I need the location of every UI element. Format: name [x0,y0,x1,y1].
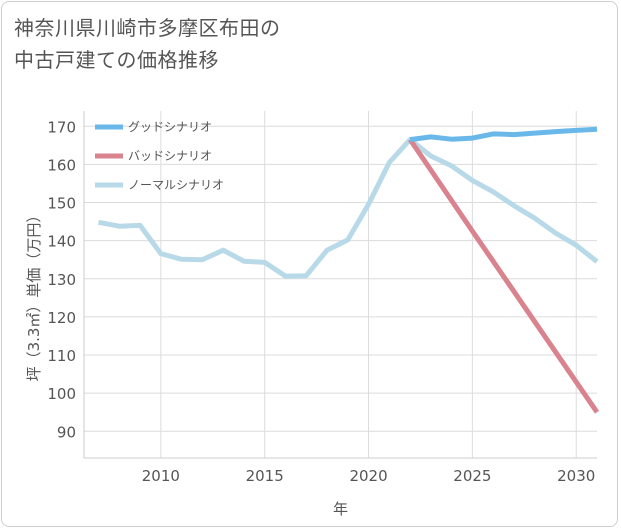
title-line-1: 神奈川県川崎市多摩区布田の [14,16,281,40]
x-tick-label-4: 2030 [557,467,595,485]
bad-scenario-line [408,138,600,414]
y-tick-label-8: 170 [47,118,76,136]
y-tick-label-4: 130 [47,271,76,289]
x-tick-label-3: 2025 [453,467,491,485]
normal-scenario-line [98,137,599,279]
x-tick-label-0: 2010 [142,467,180,485]
title-line-2: 中古戸建ての価格推移 [14,48,219,72]
y-tick-label-3: 120 [47,309,76,327]
y-axis-title: 坪（3.3㎡）単価（万円） [25,208,43,382]
tick-labels: 90 100 110 120 130 140 150 160 170 2010 2015 2020 20… [47,118,595,485]
legend-good-scenario-label: グッドシナリオ [128,120,212,134]
series-lines [98,126,600,414]
grid-lines [83,111,597,459]
y-tick-label-7: 160 [47,156,76,174]
x-tick-label-2: 2020 [349,467,387,485]
y-tick-label-1: 100 [47,385,76,403]
y-tick-label-5: 140 [47,233,76,251]
y-tick-label-6: 150 [47,195,76,213]
legend-bad-scenario-label: バッドシナリオ [128,149,212,163]
y-tick-label-2: 110 [47,347,76,365]
legend-normal-scenario-label: ノーマルシナリオ [128,178,224,192]
x-tick-label-1: 2015 [246,467,284,485]
y-tick-label-0: 90 [57,423,76,441]
page-title: 神奈川県川崎市多摩区布田の 中古戸建ての価格推移 [14,12,434,76]
good-scenario-line [409,126,598,143]
x-axis-title: 年 [333,500,348,518]
